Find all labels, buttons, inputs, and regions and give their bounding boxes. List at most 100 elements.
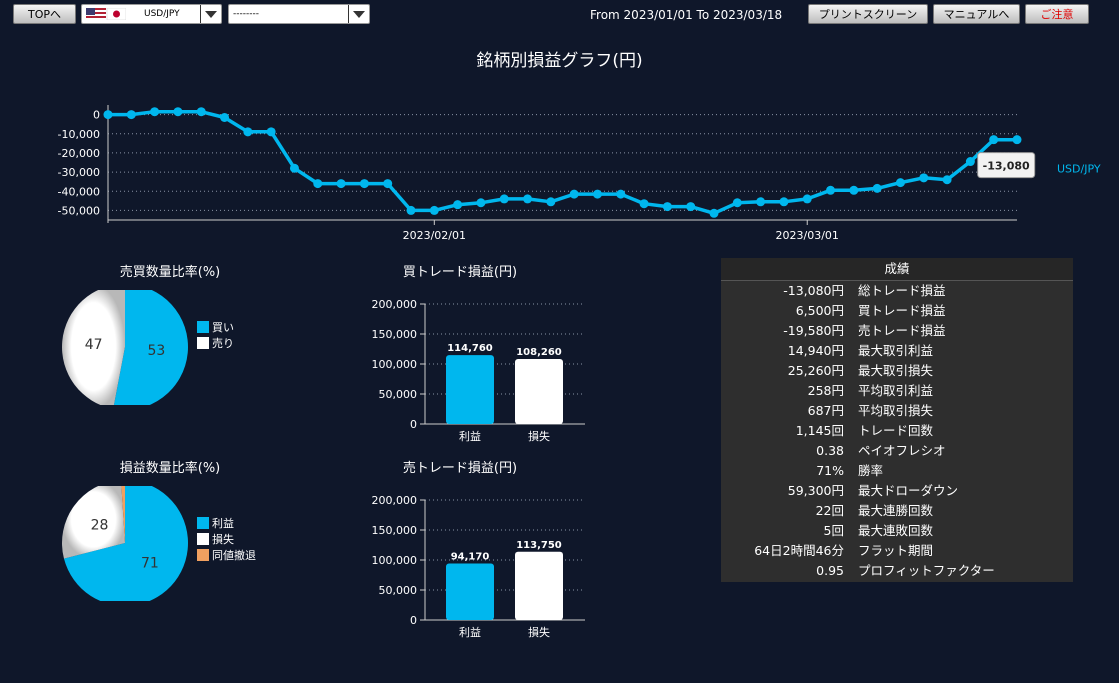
stat-value: 71% — [816, 463, 844, 478]
bar-value-label: 113,750 — [516, 540, 562, 551]
data-point — [220, 112, 230, 122]
slice-label: 47 — [85, 337, 103, 353]
stat-value: 687円 — [807, 403, 844, 418]
legend-swatch — [197, 321, 209, 333]
legend-swatch — [197, 517, 209, 529]
data-point — [732, 198, 742, 208]
data-point — [895, 178, 905, 188]
y-tick-label: 100,000 — [372, 554, 418, 567]
legend-label: 利益 — [212, 517, 234, 530]
stat-value: 5回 — [823, 523, 844, 538]
y-tick-label: -20,000 — [58, 147, 100, 160]
y-tick-label: 200,000 — [372, 298, 418, 311]
pie2-title: 損益数量比率(%) — [119, 461, 221, 476]
stat-label: トレード回数 — [858, 423, 934, 438]
stat-label: 最大取引利益 — [858, 343, 934, 358]
legend-item: 同値撤退 — [197, 547, 256, 563]
stat-label: 買トレード損益 — [858, 303, 946, 318]
chevron-down-icon[interactable] — [200, 5, 221, 23]
page-title: 銘柄別損益グラフ(円) — [476, 51, 643, 71]
data-point — [453, 200, 463, 210]
y-tick-label: 100,000 — [372, 358, 418, 371]
stat-value: 64日2時間46分 — [754, 543, 844, 558]
data-point — [313, 179, 323, 189]
legend-label: 損失 — [212, 533, 234, 546]
data-point — [942, 175, 952, 185]
legend-label: 買い — [212, 321, 234, 334]
stat-label: プロフィットファクター — [858, 563, 995, 578]
data-point — [336, 179, 346, 189]
y-tick-label: 150,000 — [372, 328, 418, 341]
table-row: -13,080円 総トレード損益 — [721, 281, 1073, 301]
data-point — [965, 157, 975, 167]
bar — [515, 551, 563, 620]
data-point — [569, 189, 579, 199]
sell-trade-bar-chart: 0 50,000 100,000 150,000 200,000 94,170 利益 113,… — [372, 494, 585, 639]
x-tick-label: 2023/03/01 — [776, 229, 839, 240]
tooltip-text: -13,080 — [983, 160, 1030, 173]
data-point — [849, 185, 859, 195]
manual-button[interactable]: マニュアルへ — [933, 4, 1020, 24]
stat-label: ペイオフレシオ — [858, 443, 946, 458]
pie-slice — [63, 486, 188, 601]
stat-value: 22回 — [815, 503, 844, 518]
table-row: 258円 平均取引利益 — [721, 381, 1073, 401]
table-row: 0.95 プロフィットファクター — [721, 561, 1073, 581]
y-tick-label: 50,000 — [379, 388, 418, 401]
legend-label: 売り — [212, 337, 234, 350]
slice-label: 71 — [141, 555, 159, 571]
table-row: 1,145回 トレード回数 — [721, 421, 1073, 441]
stat-value: 59,300円 — [787, 483, 844, 498]
bar — [515, 359, 563, 424]
chevron-down-icon[interactable] — [348, 5, 369, 23]
table-row: -19,580円 売トレード損益 — [721, 321, 1073, 341]
pie-slice — [62, 486, 125, 559]
data-point — [662, 202, 672, 212]
data-point — [756, 197, 766, 207]
series-line — [108, 109, 1017, 216]
data-point — [383, 179, 393, 189]
performance-table: 成績 -13,080円 総トレード損益 6,500円 買トレード損益 -19,580円売… — [721, 258, 1073, 582]
data-point — [709, 208, 719, 218]
bar-value-label: 114,760 — [447, 343, 493, 354]
data-point — [173, 107, 183, 117]
print-screen-button[interactable]: プリントスクリーン — [808, 4, 928, 24]
data-point — [989, 135, 999, 145]
stat-label: 総トレード損益 — [858, 283, 946, 298]
data-point — [686, 202, 696, 212]
stat-label: 平均取引利益 — [858, 383, 934, 398]
data-point — [266, 127, 276, 137]
data-point — [872, 183, 882, 193]
table-row: 0.38 ペイオフレシオ — [721, 441, 1073, 461]
notice-button[interactable]: ご注意 — [1025, 4, 1089, 24]
data-point — [429, 205, 439, 215]
currency-pair-value: USD/JPY — [144, 9, 180, 19]
legend-item: 買い — [197, 319, 234, 335]
category-label: 利益 — [459, 625, 481, 639]
table-row: 6,500円 買トレード損益 — [721, 301, 1073, 321]
data-point — [103, 110, 113, 120]
data-point — [616, 189, 626, 199]
legend-item: 利益 — [197, 515, 256, 531]
data-point — [499, 194, 509, 204]
data-point — [592, 189, 602, 199]
secondary-select-value: -------- — [233, 9, 259, 19]
stat-value: 14,940円 — [787, 343, 844, 358]
bar-value-label: 108,260 — [516, 347, 562, 358]
secondary-select[interactable]: -------- — [228, 4, 370, 24]
category-label: 損失 — [528, 625, 550, 639]
data-point — [243, 127, 253, 137]
pie-slice — [121, 486, 125, 543]
top-button[interactable]: TOPへ — [13, 4, 76, 24]
data-point — [546, 197, 556, 207]
y-tick-label: -30,000 — [58, 166, 100, 179]
legend-label: 同値撤退 — [212, 549, 256, 562]
currency-pair-select[interactable]: USD/JPY — [81, 4, 222, 24]
category-label: 損失 — [528, 429, 550, 443]
data-point — [919, 173, 929, 183]
legend-item: 売り — [197, 335, 234, 351]
tooltip — [977, 152, 1036, 179]
pnl-line-chart: 0 -10,000 -20,000 -30,000 -40,000 -50,000 2023… — [58, 105, 1101, 240]
pie-slice — [62, 290, 125, 405]
slice-label: 53 — [147, 343, 165, 359]
